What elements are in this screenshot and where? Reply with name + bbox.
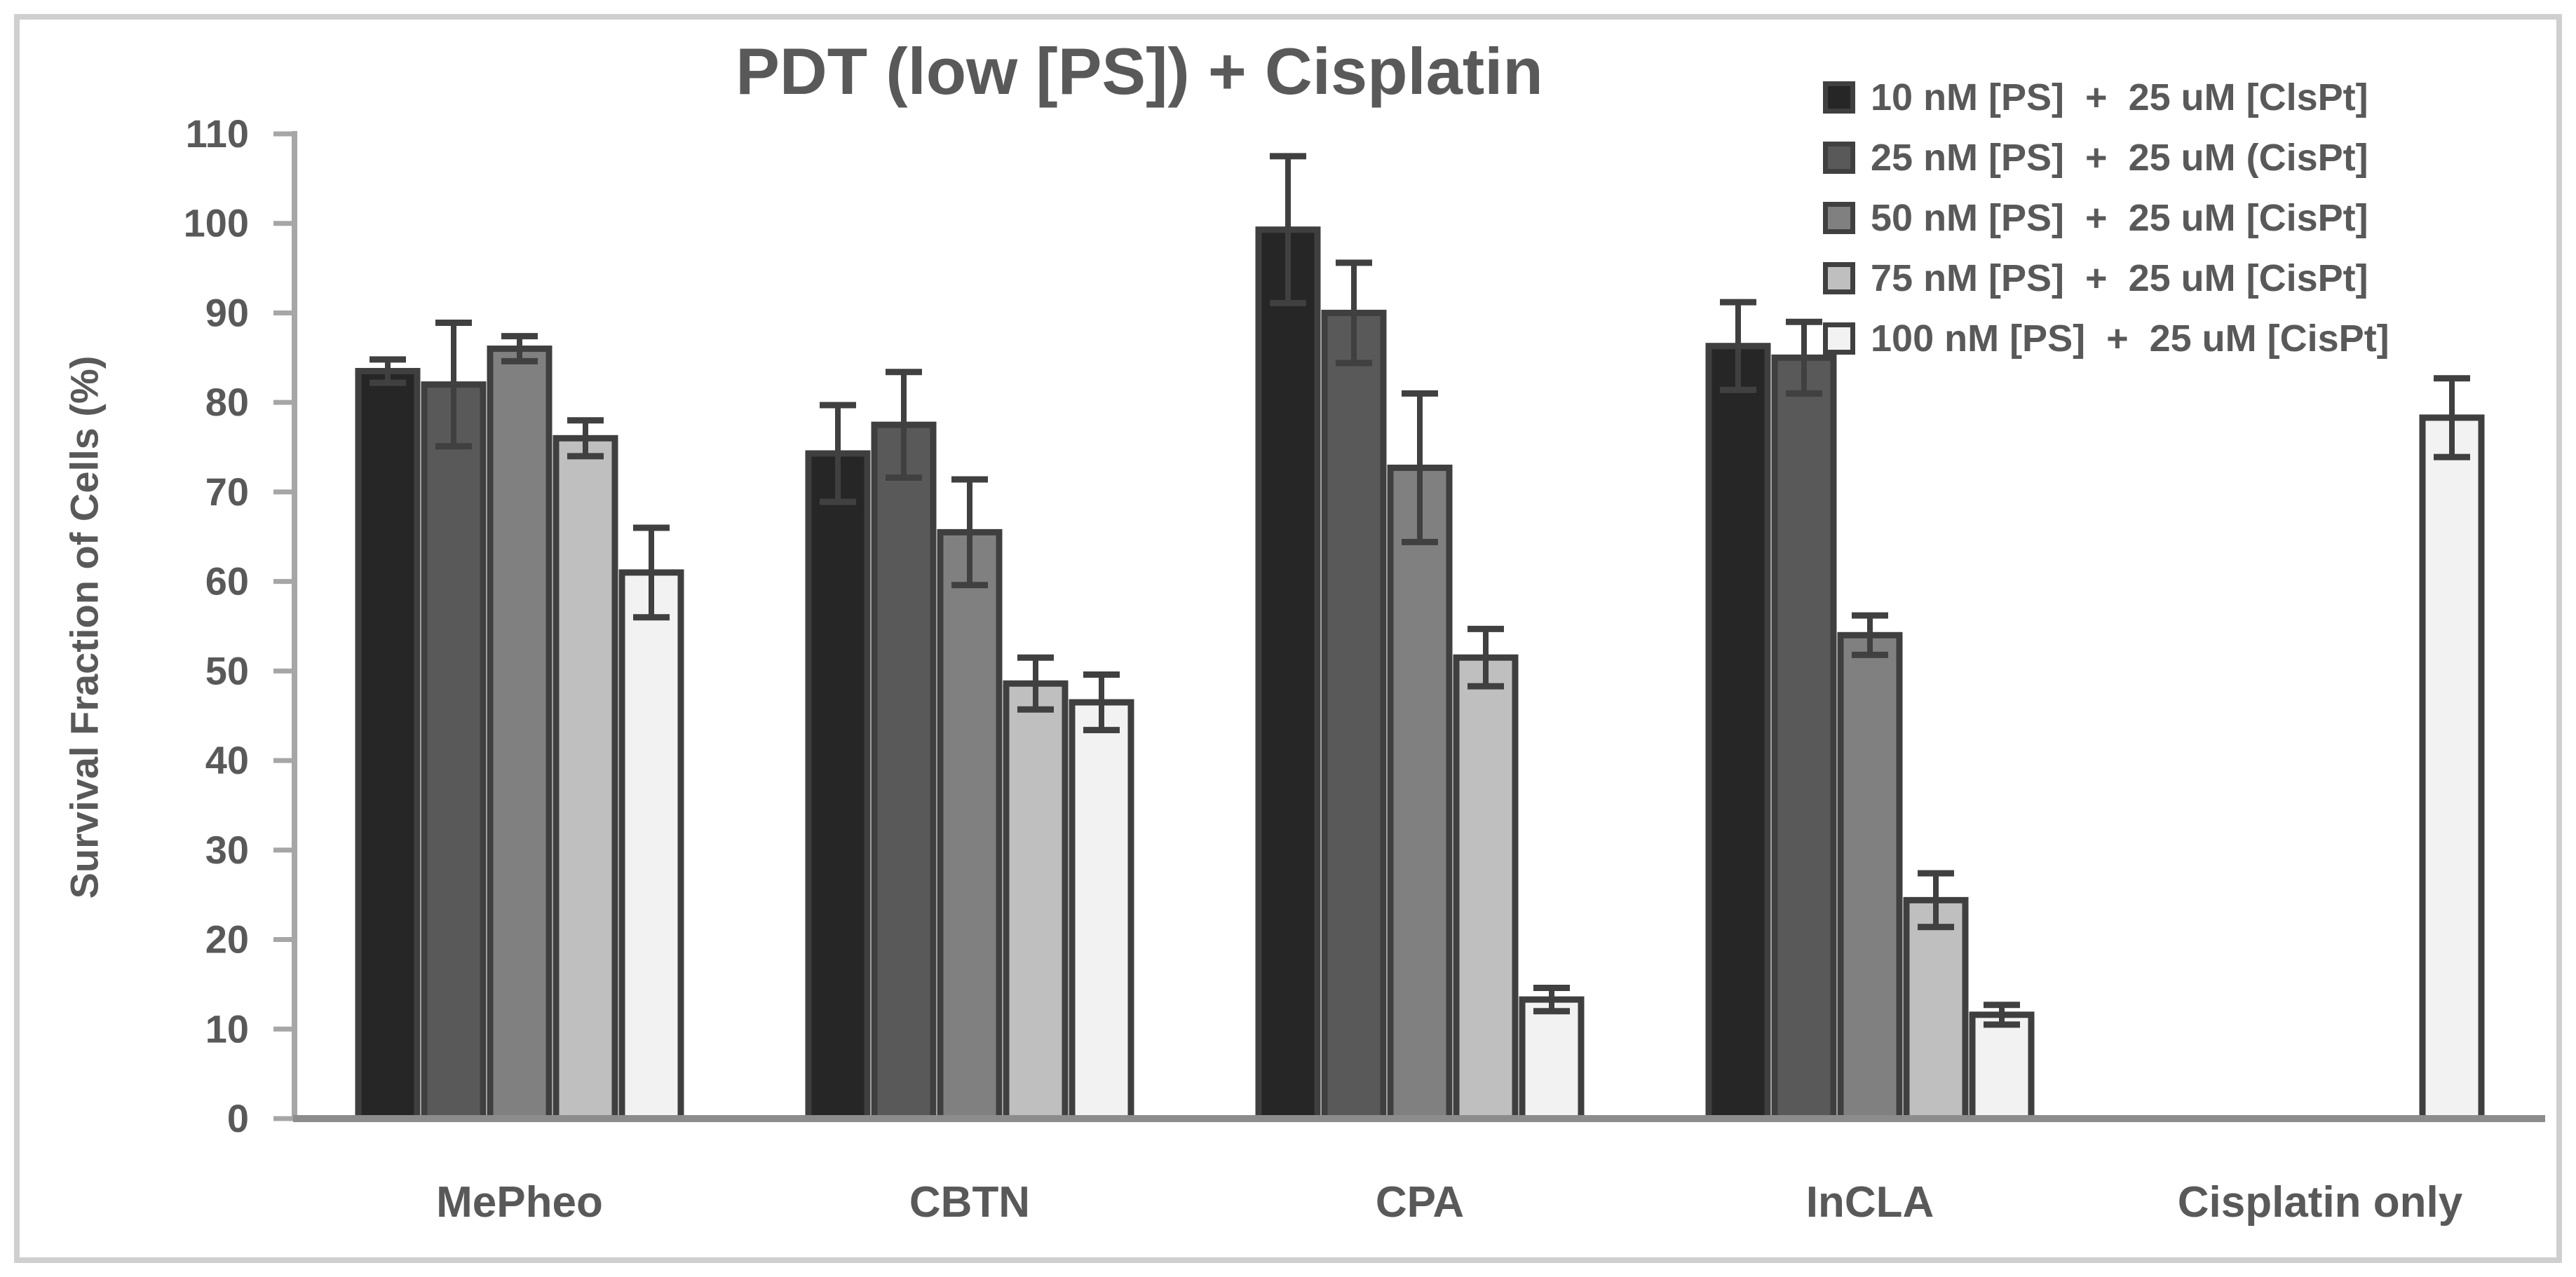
legend-swatch-icon	[1823, 142, 1855, 174]
legend-label: 75 nM [PS] + 25 uM [CisPt]	[1871, 257, 2368, 299]
legend-item: 50 nM [PS] + 25 uM [CisPt]	[1823, 188, 2389, 248]
legend-item: 75 nM [PS] + 25 uM [CisPt]	[1823, 248, 2389, 308]
bar-mepheo-s1	[355, 367, 421, 1122]
legend-label: 100 nM [PS] + 25 uM [CisPt]	[1871, 317, 2389, 360]
legend-swatch-icon	[1823, 322, 1855, 355]
y-tick-label: 30	[205, 828, 249, 872]
y-tick-label: 80	[205, 380, 249, 424]
x-category-label: CBTN	[909, 1178, 1030, 1227]
y-tick-label: 110	[186, 111, 249, 156]
x-category-label: CPA	[1376, 1178, 1464, 1227]
y-tick-label: 20	[205, 917, 249, 962]
bar-cbtn-s2	[871, 421, 937, 1122]
bar-cpa-s3	[1387, 464, 1453, 1122]
x-category-label: InCLA	[1806, 1178, 1934, 1227]
bar-mepheo-s5	[618, 569, 684, 1122]
y-tick-label: 90	[205, 290, 249, 334]
y-tick-label: 60	[205, 559, 249, 603]
legend-label: 25 nM [PS] + 25 uM (CisPt]	[1871, 137, 2368, 179]
bar-cisplatin-only-s5	[2419, 414, 2485, 1122]
x-category-label: Cisplatin only	[2178, 1178, 2463, 1227]
bar-incla-s1	[1705, 343, 1771, 1122]
bar-incla-s2	[1771, 354, 1837, 1122]
y-tick-label: 10	[205, 1006, 249, 1051]
chart-title: PDT (low [PS]) + Cisplatin	[735, 34, 1543, 108]
legend-item: 10 nM [PS] + 25 uM [ClsPt]	[1823, 67, 2389, 128]
legend-swatch-icon	[1823, 262, 1855, 294]
legend: 10 nM [PS] + 25 uM [ClsPt] 25 nM [PS] + 2…	[1823, 67, 2389, 369]
bar-incla-s5	[1969, 1011, 2035, 1122]
bar-cpa-s4	[1453, 654, 1519, 1122]
bar-cbtn-s5	[1069, 699, 1134, 1122]
y-tick-label: 40	[205, 738, 249, 782]
legend-swatch-icon	[1823, 81, 1855, 114]
bar-mepheo-s2	[421, 381, 487, 1122]
legend-item: 100 nM [PS] + 25 uM [CisPt]	[1823, 308, 2389, 369]
x-category-label: MePheo	[436, 1178, 603, 1227]
bar-cbtn-s1	[805, 450, 871, 1122]
legend-swatch-icon	[1823, 202, 1855, 234]
y-tick-label: 0	[227, 1096, 249, 1140]
legend-label: 10 nM [PS] + 25 uM [ClsPt]	[1871, 76, 2368, 118]
bar-cpa-s2	[1321, 309, 1387, 1122]
bar-incla-s3	[1837, 631, 1903, 1122]
bar-cpa-s1	[1255, 226, 1321, 1122]
bar-mepheo-s4	[553, 435, 618, 1122]
legend-label: 50 nM [PS] + 25 uM [CisPt]	[1871, 197, 2368, 239]
y-tick-label: 70	[205, 470, 249, 514]
bar-mepheo-s3	[487, 346, 553, 1122]
legend-item: 25 nM [PS] + 25 uM (CisPt]	[1823, 128, 2389, 188]
bar-cbtn-s4	[1003, 680, 1069, 1122]
bar-cbtn-s3	[937, 528, 1003, 1122]
y-tick-label: 50	[205, 648, 249, 692]
bar-incla-s4	[1903, 896, 1969, 1122]
y-tick-label: 100	[184, 201, 249, 245]
bar-cpa-s5	[1519, 996, 1585, 1122]
